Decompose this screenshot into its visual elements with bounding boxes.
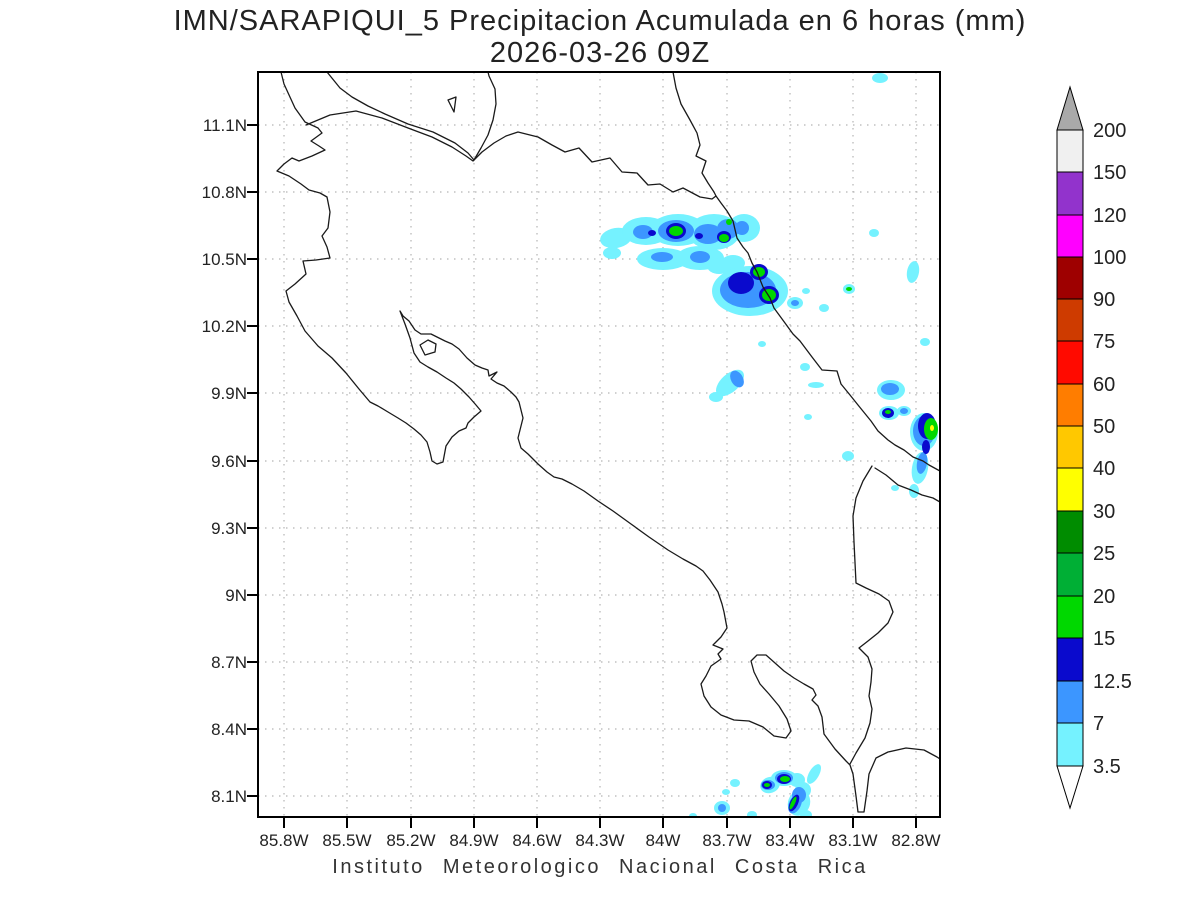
lat-tick-label: 10.8N	[202, 183, 247, 202]
lat-tick-label: 8.1N	[211, 787, 247, 806]
colorbar-label: 12.5	[1093, 671, 1132, 693]
colorbar: 200 150 120 100 90 75 60 50 40 30 25 20 …	[1056, 85, 1132, 810]
map-frame	[257, 71, 941, 818]
colorbar-segments	[1056, 129, 1084, 767]
coastline	[276, 72, 940, 813]
pacific-coast-path	[276, 72, 940, 813]
lat-tick-label: 9.3N	[211, 519, 247, 538]
graticule-grid	[258, 72, 940, 817]
lat-tick-label: 10.5N	[202, 250, 247, 269]
lake-island	[447, 96, 457, 113]
max-precip-spot	[930, 425, 934, 431]
lon-tick-label: 84.3W	[575, 831, 624, 850]
lat-tick-label: 9.9N	[211, 384, 247, 403]
lon-tick-label: 84W	[646, 831, 681, 850]
lon-tick-label: 84.6W	[512, 831, 561, 850]
lon-tick-label: 85.5W	[322, 831, 371, 850]
colorbar-label: 7	[1093, 713, 1104, 735]
colorbar-label: 60	[1093, 374, 1115, 396]
lake-nicaragua-shore	[326, 72, 497, 161]
colorbar-under-arrow	[1056, 765, 1084, 810]
chart-title: IMN/SARAPIQUI_5 Precipitacion Acumulada …	[173, 5, 1027, 37]
lon-tick-label: 83.1W	[828, 831, 877, 850]
lon-tick-label: 82.8W	[891, 831, 940, 850]
colorbar-label: 120	[1093, 205, 1126, 227]
lon-tick-label: 84.9W	[449, 831, 498, 850]
colorbar-label: 30	[1093, 501, 1115, 523]
x-axis-labels: 85.8W 85.5W 85.2W 84.9W 84.6W 84.3W 84W …	[259, 831, 940, 850]
colorbar-label: 75	[1093, 331, 1115, 353]
lat-tick-label: 11.1N	[203, 116, 247, 135]
y-axis-labels: 11.1N 10.8N 10.5N 10.2N 9.9N 9.6N 9.3N 9…	[202, 116, 247, 806]
panama-border	[849, 465, 894, 765]
nicaragua-border	[305, 110, 717, 200]
lon-tick-label: 83.7W	[702, 831, 751, 850]
colorbar-over-arrow	[1056, 85, 1084, 131]
colorbar-label: 200	[1093, 120, 1126, 142]
lat-tick-label: 10.2N	[202, 317, 247, 336]
bocas-coast	[874, 467, 940, 503]
lon-tick-label: 83.4W	[765, 831, 814, 850]
colorbar-label: 25	[1093, 543, 1115, 565]
axis-ticks	[247, 124, 917, 828]
lat-tick-label: 8.7N	[211, 653, 247, 672]
colorbar-label: 100	[1093, 247, 1126, 269]
colorbar-labels: 200 150 120 100 90 75 60 50 40 30 25 20 …	[1093, 120, 1132, 778]
caribbean-coast-path	[672, 72, 940, 472]
colorbar-label: 50	[1093, 416, 1115, 438]
lat-tick-label: 9.6N	[211, 452, 247, 471]
lon-tick-label: 85.2W	[386, 831, 435, 850]
footer-attribution: Instituto Meteorologico Nacional Costa R…	[332, 856, 868, 878]
colorbar-label: 150	[1093, 162, 1126, 184]
lat-tick-label: 9N	[225, 586, 247, 605]
colorbar-label: 3.5	[1093, 756, 1121, 778]
colorbar-label: 90	[1093, 289, 1115, 311]
gulf-island	[419, 339, 437, 356]
chart-subtitle: 2026-03-26 09Z	[489, 37, 711, 69]
colorbar-label: 40	[1093, 458, 1115, 480]
colorbar-label: 20	[1093, 586, 1115, 608]
lon-tick-label: 85.8W	[259, 831, 308, 850]
lat-tick-label: 8.4N	[211, 720, 247, 739]
colorbar-label: 15	[1093, 628, 1115, 650]
